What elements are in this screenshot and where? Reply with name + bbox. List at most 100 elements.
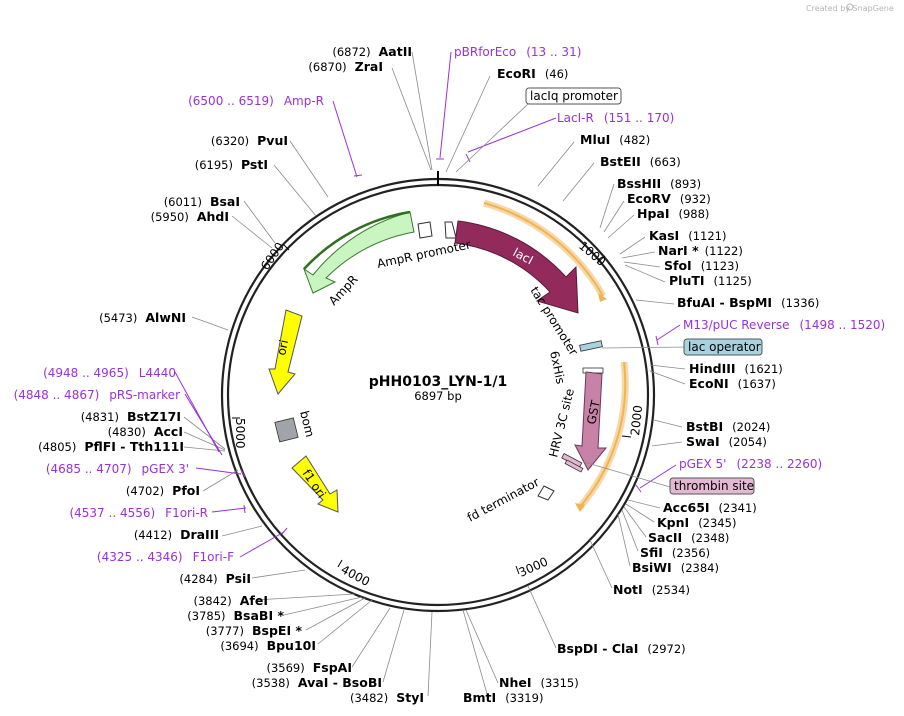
site-plu-ti[interactable]: PluTI (1125) — [669, 273, 752, 288]
svg-text:(4325 .. 4346)F1ori-F: (4325 .. 4346) F1ori-F — [97, 550, 234, 564]
site-dra-iii[interactable]: (4412) DraIII — [134, 527, 219, 542]
primer-pbrforeco[interactable]: pBRforEco (13 .. 31) — [454, 45, 581, 59]
svg-text:(4805)PflFI - Tth111I: (4805) PflFI - Tth111I — [38, 439, 184, 454]
bom-feature[interactable] — [274, 417, 299, 443]
site-sfi-i[interactable]: SfiI (2356) — [640, 545, 710, 560]
primer-m13-puc-reverse[interactable]: M13/pUC Reverse (1498 .. 1520) — [683, 318, 885, 332]
hrv3c-mark — [564, 459, 584, 473]
svg-text:(3482)StyI: (3482) StyI — [350, 690, 424, 705]
svg-text:HpaI(988): HpaI (988) — [637, 206, 709, 221]
svg-text:KpnI(2345): KpnI (2345) — [657, 515, 736, 530]
site-not-i[interactable]: NotI (2534) — [613, 582, 690, 597]
svg-text:pGEX 5'(2238 .. 2260): pGEX 5' (2238 .. 2260) — [679, 457, 822, 471]
site-mlu-i[interactable]: MluI (482) — [580, 132, 650, 147]
site-pflfi-tth111i[interactable]: (4805) PflFI - Tth111I — [38, 439, 184, 454]
svg-text:2000: 2000 — [628, 404, 645, 436]
site-bpu10i[interactable]: (3694) Bpu10I — [220, 638, 316, 653]
svg-text:(4830)AccI: (4830) AccI — [108, 424, 183, 439]
svg-text:PluTI(1125): PluTI (1125) — [669, 273, 752, 288]
site-kas-i[interactable]: KasI (1121) — [649, 228, 726, 243]
site-bst-eii[interactable]: BstEII (663) — [600, 154, 681, 169]
lac-operator-mark — [579, 340, 603, 352]
svg-text:(5473)AlwNI: (5473) AlwNI — [99, 310, 186, 325]
primer-f1ori-f[interactable]: (4325 .. 4346) F1ori-F — [97, 550, 234, 564]
primer-pgex-3[interactable]: (4685 .. 4707) pGEX 3' — [46, 462, 189, 476]
ampr-orf-line — [303, 210, 411, 270]
site-pvu-i[interactable]: (6320) PvuI — [211, 133, 288, 148]
site-bsp-ei[interactable]: (3777) BspEI * — [206, 623, 303, 638]
svg-text:thrombin site: thrombin site — [674, 479, 754, 493]
site-bfuai-bspmi[interactable]: BfuAI - BspMI (1336) — [677, 295, 819, 310]
svg-text:EcoRI(46): EcoRI (46) — [497, 66, 568, 81]
svg-text:(6500 .. 6519)Amp-R: (6500 .. 6519) Amp-R — [188, 94, 324, 108]
primer-f1ori-r[interactable]: (4537 .. 4556) F1ori-R — [69, 506, 208, 520]
site-leaders — [183, 51, 686, 698]
site-hpa-i[interactable]: HpaI (988) — [637, 206, 709, 221]
site-alwn-i[interactable]: (5473) AlwNI — [99, 310, 186, 325]
site-sac-ii[interactable]: SacII (2348) — [648, 530, 729, 545]
svg-text:lac operator: lac operator — [688, 340, 761, 354]
f1-ori-feature[interactable] — [291, 455, 339, 513]
gst-orf-arrowhead — [575, 503, 585, 512]
site-acc65i[interactable]: Acc65I (2341) — [663, 500, 757, 515]
svg-text:BssHII(893): BssHII (893) — [617, 176, 701, 191]
ampr-feature[interactable] — [302, 211, 415, 294]
site-swa-i[interactable]: SwaI (2054) — [686, 434, 767, 449]
snapgene-credit: Created by SnapGene — [806, 3, 894, 13]
site-bmt-i[interactable]: BmtI (3319) — [463, 690, 543, 705]
laciq-promoter-callout[interactable]: lacIq promoter — [455, 87, 622, 173]
primer-laci-r[interactable]: LacI-R (151 .. 170) — [557, 111, 674, 125]
laci-orf-arc-line — [483, 202, 604, 297]
svg-text:(5950)AhdI: (5950) AhdI — [151, 209, 229, 224]
site-bsa-bi[interactable]: (3785) BsaBI * — [187, 608, 284, 623]
site-pst-i[interactable]: (6195) PstI — [195, 157, 268, 172]
primer-pgex-5[interactable]: pGEX 5' (2238 .. 2260) — [679, 457, 822, 471]
site-bsiw-i[interactable]: BsiWI (2384) — [632, 560, 719, 575]
lac-operator-leader — [601, 346, 687, 349]
primer-prs-marker[interactable]: (4848 .. 4867) pRS-marker — [14, 388, 180, 402]
svg-text:NarI *(1122): NarI * (1122) — [658, 243, 743, 258]
fd-terminator-mark — [537, 485, 555, 501]
site-bst-bi[interactable]: BstBI (2024) — [686, 419, 770, 434]
site-eco-ri[interactable]: EcoRI (46) — [497, 66, 568, 81]
svg-text:HindIII(1621): HindIII (1621) — [689, 361, 783, 376]
site-acc-i[interactable]: (4830) AccI — [108, 424, 183, 439]
f1-ori-label: f1 ori — [300, 467, 329, 501]
site-fsp-ai[interactable]: (3569) FspAI — [266, 660, 352, 675]
hrv3c-label: HRV 3C site — [546, 387, 577, 459]
site-nhe-i[interactable]: NheI (3315) — [499, 675, 579, 690]
laci-feature[interactable] — [454, 220, 579, 314]
site-pfo-i[interactable]: (4702) PfoI — [126, 483, 200, 498]
primer-amp-r[interactable]: (6500 .. 6519) Amp-R — [188, 94, 324, 108]
site-afe-i[interactable]: (3842) AfeI — [194, 593, 269, 608]
svg-text:(3569)FspAI: (3569) FspAI — [266, 660, 352, 675]
site-sfo-i[interactable]: SfoI (1123) — [664, 258, 739, 273]
ori-feature[interactable] — [268, 309, 303, 395]
site-bss-hii[interactable]: BssHII (893) — [617, 176, 701, 191]
lac-operator-callout[interactable]: lac operator — [683, 338, 763, 356]
site-zra-i[interactable]: (6870) ZraI — [308, 59, 383, 74]
ampr-promoter-label: AmpR promoter — [376, 237, 472, 271]
svg-text:SfoI(1123): SfoI (1123) — [664, 258, 739, 273]
site-bsa-i[interactable]: (6011) BsaI — [164, 194, 240, 209]
svg-text:SfiI(2356): SfiI (2356) — [640, 545, 710, 560]
laci-orf-arrowhead — [598, 293, 607, 302]
site-avai-bsobi[interactable]: (3538) AvaI - BsoBI — [252, 675, 382, 690]
site-ahd-i[interactable]: (5950) AhdI — [151, 209, 229, 224]
site-hind-iii[interactable]: HindIII (1621) — [689, 361, 783, 376]
site-sty-i[interactable]: (3482) StyI — [350, 690, 424, 705]
site-kpn-i[interactable]: KpnI (2345) — [657, 515, 736, 530]
tick-2000: 2000 — [621, 404, 645, 438]
site-aat-ii[interactable]: (6872) AatII — [332, 44, 412, 59]
primer-l4440[interactable]: (4948 .. 4965) L4440 — [43, 366, 176, 380]
site-eco-rv[interactable]: EcoRV (932) — [627, 191, 711, 206]
gst-feature[interactable] — [574, 371, 608, 471]
site-bspdi-clai[interactable]: BspDI - ClaI (2972) — [557, 641, 686, 656]
site-bstz17i[interactable]: (4831) BstZ17I — [81, 409, 181, 424]
site-psi-i[interactable]: (4284) PsiI — [179, 571, 251, 586]
site-nar-i[interactable]: NarI * (1122) — [658, 243, 743, 258]
plasmid-name: pHH0103_LYN-1/1 — [369, 374, 507, 390]
thrombin-site-callout[interactable]: thrombin site — [583, 461, 755, 495]
site-eco-ni[interactable]: EcoNI (1637) — [689, 376, 776, 391]
